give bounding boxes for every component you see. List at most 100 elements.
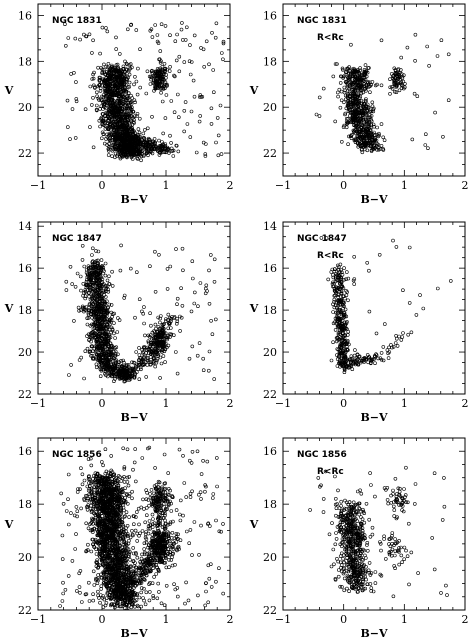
data-point: [136, 67, 139, 70]
data-point: [162, 132, 165, 135]
data-point: [217, 134, 220, 137]
data-point: [184, 38, 187, 41]
data-point: [104, 26, 107, 29]
data-point: [164, 24, 167, 27]
x-tick-label: 1: [401, 179, 408, 192]
data-point: [208, 269, 211, 272]
y-axis-label: V: [249, 84, 259, 97]
data-point: [89, 85, 92, 88]
data-point: [383, 323, 386, 326]
x-axis-label: B−V: [360, 193, 388, 206]
cluster-name-label: NGC 1847: [297, 234, 347, 244]
data-point: [368, 310, 371, 313]
data-point: [408, 301, 411, 304]
data-point: [318, 96, 321, 99]
data-point: [181, 38, 184, 41]
data-point: [390, 72, 393, 75]
data-point: [176, 33, 179, 36]
data-point: [401, 336, 404, 339]
data-point: [139, 48, 142, 51]
data-point: [179, 329, 182, 332]
data-point: [380, 84, 383, 87]
data-point: [382, 136, 385, 139]
data-point: [339, 81, 342, 84]
data-point: [107, 154, 110, 157]
data-point: [130, 361, 133, 364]
data-point: [202, 369, 205, 372]
data-point: [383, 139, 386, 142]
data-point: [115, 48, 118, 51]
data-point: [340, 140, 343, 143]
data-points: [63, 21, 225, 161]
y-axis-label: V: [4, 84, 14, 97]
data-point: [158, 321, 161, 324]
data-point: [206, 290, 209, 293]
x-tick-label: 1: [163, 179, 170, 192]
data-point: [191, 260, 194, 263]
data-point: [83, 265, 86, 268]
data-point: [154, 290, 157, 293]
data-point: [149, 83, 152, 86]
data-point: [149, 324, 152, 327]
data-point: [375, 332, 378, 335]
data-point: [422, 307, 425, 310]
data-point: [415, 313, 418, 316]
plot-frame: [283, 222, 465, 394]
data-point: [92, 146, 95, 149]
data-point: [169, 265, 172, 268]
data-point: [148, 265, 151, 268]
data-point: [163, 62, 166, 65]
data-point: [198, 120, 201, 123]
data-point: [414, 33, 417, 36]
data-point: [214, 36, 217, 39]
data-point: [334, 328, 337, 331]
data-point: [426, 147, 429, 150]
data-point: [440, 39, 443, 42]
data-point: [159, 50, 162, 53]
y-tick-label: 16: [263, 9, 277, 22]
data-point: [145, 92, 148, 95]
data-point: [211, 333, 214, 336]
x-tick-label: 2: [462, 179, 469, 192]
data-point: [166, 287, 169, 290]
data-point: [84, 108, 87, 111]
data-point: [98, 119, 101, 122]
data-point: [185, 26, 188, 29]
data-point: [219, 104, 222, 107]
data-point: [351, 368, 354, 371]
x-axis-label: B−V: [120, 411, 148, 424]
data-point: [176, 303, 179, 306]
data-points: [65, 244, 218, 383]
data-point: [112, 332, 115, 335]
cluster-name-label: NGC 1831: [297, 16, 347, 26]
data-point: [67, 37, 70, 40]
y-tick-label: 20: [263, 101, 277, 114]
data-point: [143, 322, 146, 325]
data-point: [193, 291, 196, 294]
data-point: [212, 69, 215, 72]
x-tick-label: 2: [227, 397, 234, 410]
y-tick-label: 18: [263, 55, 277, 68]
data-point: [436, 287, 439, 290]
x-tick-label: −1: [30, 397, 46, 410]
data-point: [138, 354, 141, 357]
data-point: [99, 375, 102, 378]
data-point: [204, 155, 207, 158]
x-axis-label: B−V: [120, 193, 148, 206]
data-point: [92, 96, 95, 99]
data-point: [424, 144, 427, 147]
data-point: [396, 344, 399, 347]
data-point: [343, 267, 346, 270]
data-point: [203, 65, 206, 68]
data-point: [205, 284, 208, 287]
data-point: [170, 100, 173, 103]
data-point: [166, 267, 169, 270]
data-point: [349, 43, 352, 46]
data-point: [196, 354, 199, 357]
data-point: [362, 91, 365, 94]
data-point: [447, 53, 450, 56]
data-point: [173, 75, 176, 78]
data-point: [95, 366, 98, 369]
data-point: [193, 302, 196, 305]
